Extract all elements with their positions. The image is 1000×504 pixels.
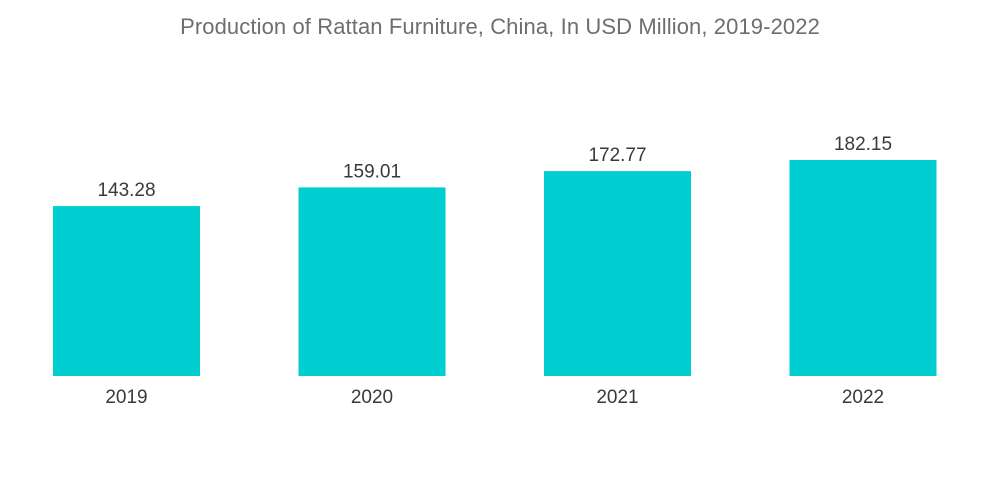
bar-2022: [789, 160, 937, 376]
bar-2019: [53, 206, 200, 376]
value-label-2022: 182.15: [834, 134, 892, 155]
value-labels-layer: 143.28 159.01 172.77 182.15: [97, 134, 892, 201]
bar-2021: [544, 171, 691, 376]
value-label-2020: 159.01: [343, 161, 401, 182]
bar-2020: [298, 187, 446, 376]
bars-layer: [53, 160, 937, 376]
x-tick-label-2022: 2022: [842, 387, 884, 408]
chart-title: Production of Rattan Furniture, China, I…: [180, 14, 820, 39]
x-tick-label-2019: 2019: [105, 387, 147, 408]
x-axis-tick-labels: 2019 2020 2021 2022: [105, 387, 884, 408]
x-tick-label-2020: 2020: [351, 387, 393, 408]
value-label-2021: 172.77: [588, 145, 646, 166]
x-tick-label-2021: 2021: [596, 387, 638, 408]
value-label-2019: 143.28: [97, 180, 155, 201]
